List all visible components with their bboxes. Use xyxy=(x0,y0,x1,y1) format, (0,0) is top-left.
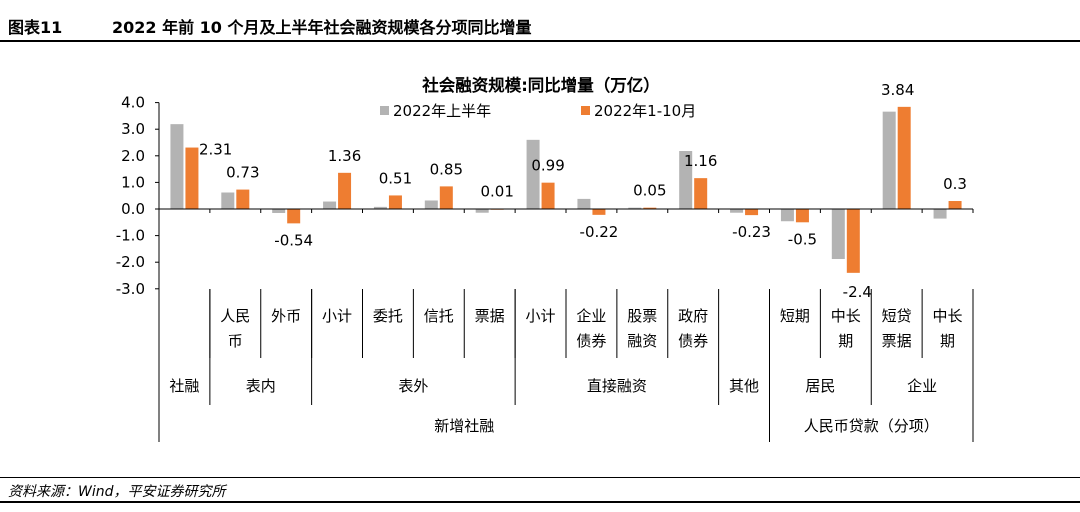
y-tick-label: -3.0 xyxy=(116,280,145,298)
legend-label-1: 2022年上半年 xyxy=(393,102,491,120)
data-label: 0.3 xyxy=(943,175,967,193)
bar-jan-oct-2022 xyxy=(846,209,860,273)
bar-h1-2022 xyxy=(730,209,744,213)
group-label: 直接融资 xyxy=(587,377,647,395)
group-label: 企业 xyxy=(907,377,937,395)
data-label: 0.05 xyxy=(633,182,666,200)
category-label: 政府债券 xyxy=(678,307,708,350)
bar-h1-2022 xyxy=(780,209,794,222)
bar-jan-oct-2022 xyxy=(287,209,301,224)
bar-jan-oct-2022 xyxy=(795,209,809,223)
data-label: 3.84 xyxy=(881,81,914,99)
group-label: 社融 xyxy=(169,377,199,395)
bar-h1-2022 xyxy=(475,209,489,213)
bar-chart: 社会融资规模:同比增量（万亿） 2022年上半年 2022年1-10月 4.0 3.0 2… xyxy=(116,75,974,442)
bar-jan-oct-2022 xyxy=(338,172,352,209)
bar-jan-oct-2022 xyxy=(388,195,402,209)
category-label: 信托 xyxy=(424,307,454,325)
bar-h1-2022 xyxy=(170,124,184,209)
data-label: 1.36 xyxy=(328,147,361,165)
bar-jan-oct-2022 xyxy=(541,182,555,209)
bar-jan-oct-2022 xyxy=(185,147,199,209)
top-group-label: 人民币贷款（分项） xyxy=(804,417,939,435)
bar-jan-oct-2022 xyxy=(592,209,606,215)
category-label: 中长期 xyxy=(933,307,963,350)
y-tick-label: -2.0 xyxy=(116,253,145,271)
bar-jan-oct-2022 xyxy=(439,186,453,209)
category-label: 票据 xyxy=(475,307,505,325)
bar-jan-oct-2022 xyxy=(694,178,708,209)
y-tick-label: 0.0 xyxy=(121,200,145,218)
bar-h1-2022 xyxy=(272,209,286,213)
source-note: 资料来源：Wind，平安证券研究所 xyxy=(8,484,226,500)
data-label: -2.4 xyxy=(843,283,872,301)
category-label: 短贷票据 xyxy=(882,307,912,350)
bar-h1-2022 xyxy=(577,198,591,209)
figure-title: 2022 年前 10 个月及上半年社会融资规模各分项同比增量 xyxy=(112,18,532,37)
bar-jan-oct-2022 xyxy=(897,106,911,209)
data-label: 1.16 xyxy=(684,152,717,170)
category-label: 人民币 xyxy=(220,307,250,350)
bar-h1-2022 xyxy=(882,111,896,209)
category-label: 小计 xyxy=(322,307,352,325)
bar-h1-2022 xyxy=(323,201,337,209)
legend-swatch-2 xyxy=(581,106,590,115)
bar-h1-2022 xyxy=(424,200,438,209)
footer-rule xyxy=(0,477,1080,478)
bar-h1-2022 xyxy=(933,209,947,219)
bar-h1-2022 xyxy=(628,207,642,209)
category-label: 股票融资 xyxy=(627,307,657,350)
category-label: 中长期 xyxy=(831,307,861,350)
figure-header: 图表11 2022 年前 10 个月及上半年社会融资规模各分项同比增量 xyxy=(8,10,1072,40)
figure-number: 图表11 xyxy=(8,18,63,37)
bar-h1-2022 xyxy=(221,192,235,209)
data-label: -0.23 xyxy=(732,223,771,241)
data-label: -0.54 xyxy=(274,231,313,249)
legend-swatch-1 xyxy=(380,106,389,115)
chart-title: 社会融资规模:同比增量（万亿） xyxy=(421,75,660,95)
data-label: 0.85 xyxy=(430,160,463,178)
bar-jan-oct-2022 xyxy=(643,207,657,209)
data-label: -0.22 xyxy=(580,223,619,241)
bar-h1-2022 xyxy=(831,209,845,260)
legend-label-2: 2022年1-10月 xyxy=(594,102,696,120)
bar-jan-oct-2022 xyxy=(948,201,962,209)
category-label: 短期 xyxy=(780,307,810,325)
group-label: 表外 xyxy=(398,377,428,395)
data-label: 2.31 xyxy=(199,141,232,159)
bar-h1-2022 xyxy=(679,151,693,209)
data-label: 0.73 xyxy=(226,164,259,182)
group-label: 其他 xyxy=(729,377,759,395)
data-label: 0.51 xyxy=(379,169,412,187)
category-label: 小计 xyxy=(526,307,556,325)
category-label: 外币 xyxy=(271,307,301,325)
bar-jan-oct-2022 xyxy=(236,189,250,209)
y-tick-label: 2.0 xyxy=(121,147,145,165)
header-rule xyxy=(0,40,1080,42)
bottom-rule xyxy=(0,501,1080,503)
bar-h1-2022 xyxy=(373,206,387,209)
y-tick-label: 3.0 xyxy=(121,120,145,138)
y-tick-label: 4.0 xyxy=(121,94,145,112)
top-group-label: 新增社融 xyxy=(434,417,494,435)
category-label: 企业债券 xyxy=(576,307,606,350)
group-label: 表内 xyxy=(246,377,276,395)
y-tick-label: 1.0 xyxy=(121,173,145,191)
data-label: -0.5 xyxy=(788,230,817,248)
data-label: 0.99 xyxy=(531,157,564,175)
data-label: 0.01 xyxy=(480,183,513,201)
y-tick-label: -1.0 xyxy=(116,227,145,245)
bar-jan-oct-2022 xyxy=(745,209,759,216)
category-label: 委托 xyxy=(373,307,403,325)
group-label: 居民 xyxy=(805,377,835,395)
bar-h1-2022 xyxy=(526,139,540,209)
